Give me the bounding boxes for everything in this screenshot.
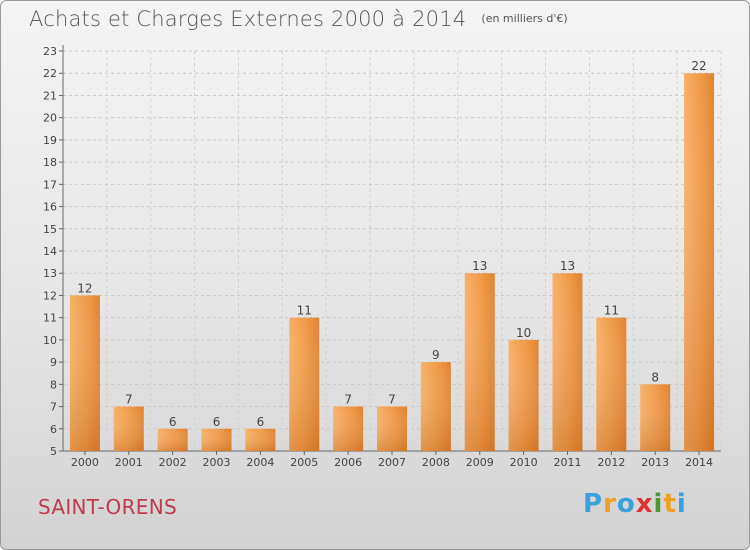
logo-letter: P: [583, 489, 604, 519]
logo-letter: o: [616, 489, 636, 519]
bar-shade: [640, 384, 671, 451]
bars: [69, 73, 715, 451]
commune-name: SAINT-ORENS: [38, 495, 177, 519]
logo-letter: r: [603, 489, 617, 519]
y-tick-label: 20: [43, 112, 57, 125]
x-tick-label: 2011: [553, 456, 581, 469]
y-tick-label: 14: [43, 245, 57, 258]
y-tick-label: 17: [43, 178, 57, 191]
title-row: Achats et Charges Externes 2000 à 2014 (…: [29, 7, 568, 31]
bar-value-label: 7: [125, 393, 133, 407]
bar-shade: [420, 362, 451, 451]
y-tick-label: 22: [43, 67, 57, 80]
x-tick-label: 2008: [422, 456, 450, 469]
bar-value-label: 13: [560, 259, 575, 273]
axes: 5 6 7 8 9 10 11 12 13 14 15 16 17 18 19 20 21 22 23 2000 200…: [43, 45, 721, 469]
y-tick-label: 18: [43, 156, 57, 169]
y-tick-label: 5: [50, 445, 57, 458]
y-tick-label: 9: [50, 356, 57, 369]
bar-value-label: 12: [77, 281, 92, 295]
y-tick-label: 23: [43, 45, 57, 58]
bar-shade: [508, 339, 539, 451]
bar-value-label: 6: [213, 415, 221, 429]
x-tick-label: 2000: [71, 456, 99, 469]
logo-letter: t: [663, 489, 677, 519]
x-tick-label: 2009: [466, 456, 494, 469]
bar-shade: [113, 406, 144, 451]
y-tick-label: 16: [43, 201, 57, 214]
bar-value-label: 6: [169, 415, 177, 429]
x-tick-label: 2001: [115, 456, 143, 469]
bar-value-label: 9: [432, 348, 440, 362]
bar-shade: [201, 428, 232, 451]
x-tick-label: 2013: [641, 456, 669, 469]
bar-shade: [377, 406, 407, 451]
x-tick-label: 2006: [334, 456, 362, 469]
y-tick-label: 15: [43, 223, 57, 236]
logo-letter: i: [676, 489, 687, 519]
y-tick-label: 19: [43, 134, 57, 147]
bar-value-label: 22: [691, 59, 706, 73]
x-tick-label: 2003: [203, 456, 231, 469]
logo-letter: x: [635, 489, 654, 519]
bar-shade: [157, 428, 188, 451]
bar-shade: [69, 295, 100, 451]
bar-shade: [596, 317, 627, 451]
x-tick-label: 2012: [597, 456, 625, 469]
bar-value-label: 10: [516, 326, 531, 340]
y-tick-label: 6: [50, 423, 57, 436]
y-tick-label: 13: [43, 267, 57, 280]
bar-value-label: 6: [257, 415, 265, 429]
bar-value-label: 8: [651, 370, 659, 384]
bar-value-label: 7: [344, 393, 352, 407]
x-tick-label: 2005: [290, 456, 318, 469]
bar-value-label: 11: [604, 304, 619, 318]
y-tick-label: 7: [50, 401, 57, 414]
bar-shade: [245, 428, 276, 451]
chart-subtitle: (en milliers d'€): [481, 12, 568, 25]
logo-letter: i: [653, 489, 664, 519]
y-tick-label: 8: [50, 378, 57, 391]
y-tick-label: 11: [43, 312, 57, 325]
bar-value-label: 13: [472, 259, 487, 273]
bar-shade: [684, 73, 715, 451]
bar-shade: [289, 317, 320, 451]
y-tick-label: 21: [43, 89, 57, 102]
x-tick-label: 2014: [685, 456, 713, 469]
bar-value-label: 11: [297, 304, 312, 318]
bar-shade: [333, 406, 364, 451]
bar-shade: [464, 273, 495, 451]
bar-value-label: 7: [388, 393, 396, 407]
bar-shade: [552, 273, 583, 451]
x-tick-label: 2002: [159, 456, 187, 469]
x-tick-label: 2007: [378, 456, 406, 469]
x-tick-label: 2010: [510, 456, 538, 469]
chart-title: Achats et Charges Externes 2000 à 2014: [29, 7, 467, 31]
value-labels: 12 7 6 6 6 11 7 7 9 13 10 13 11 8 22: [77, 59, 706, 429]
x-tick-label: 2004: [246, 456, 274, 469]
proxiti-logo: Proxiti: [583, 489, 687, 519]
y-tick-label: 12: [43, 289, 57, 302]
y-tick-label: 10: [43, 334, 57, 347]
